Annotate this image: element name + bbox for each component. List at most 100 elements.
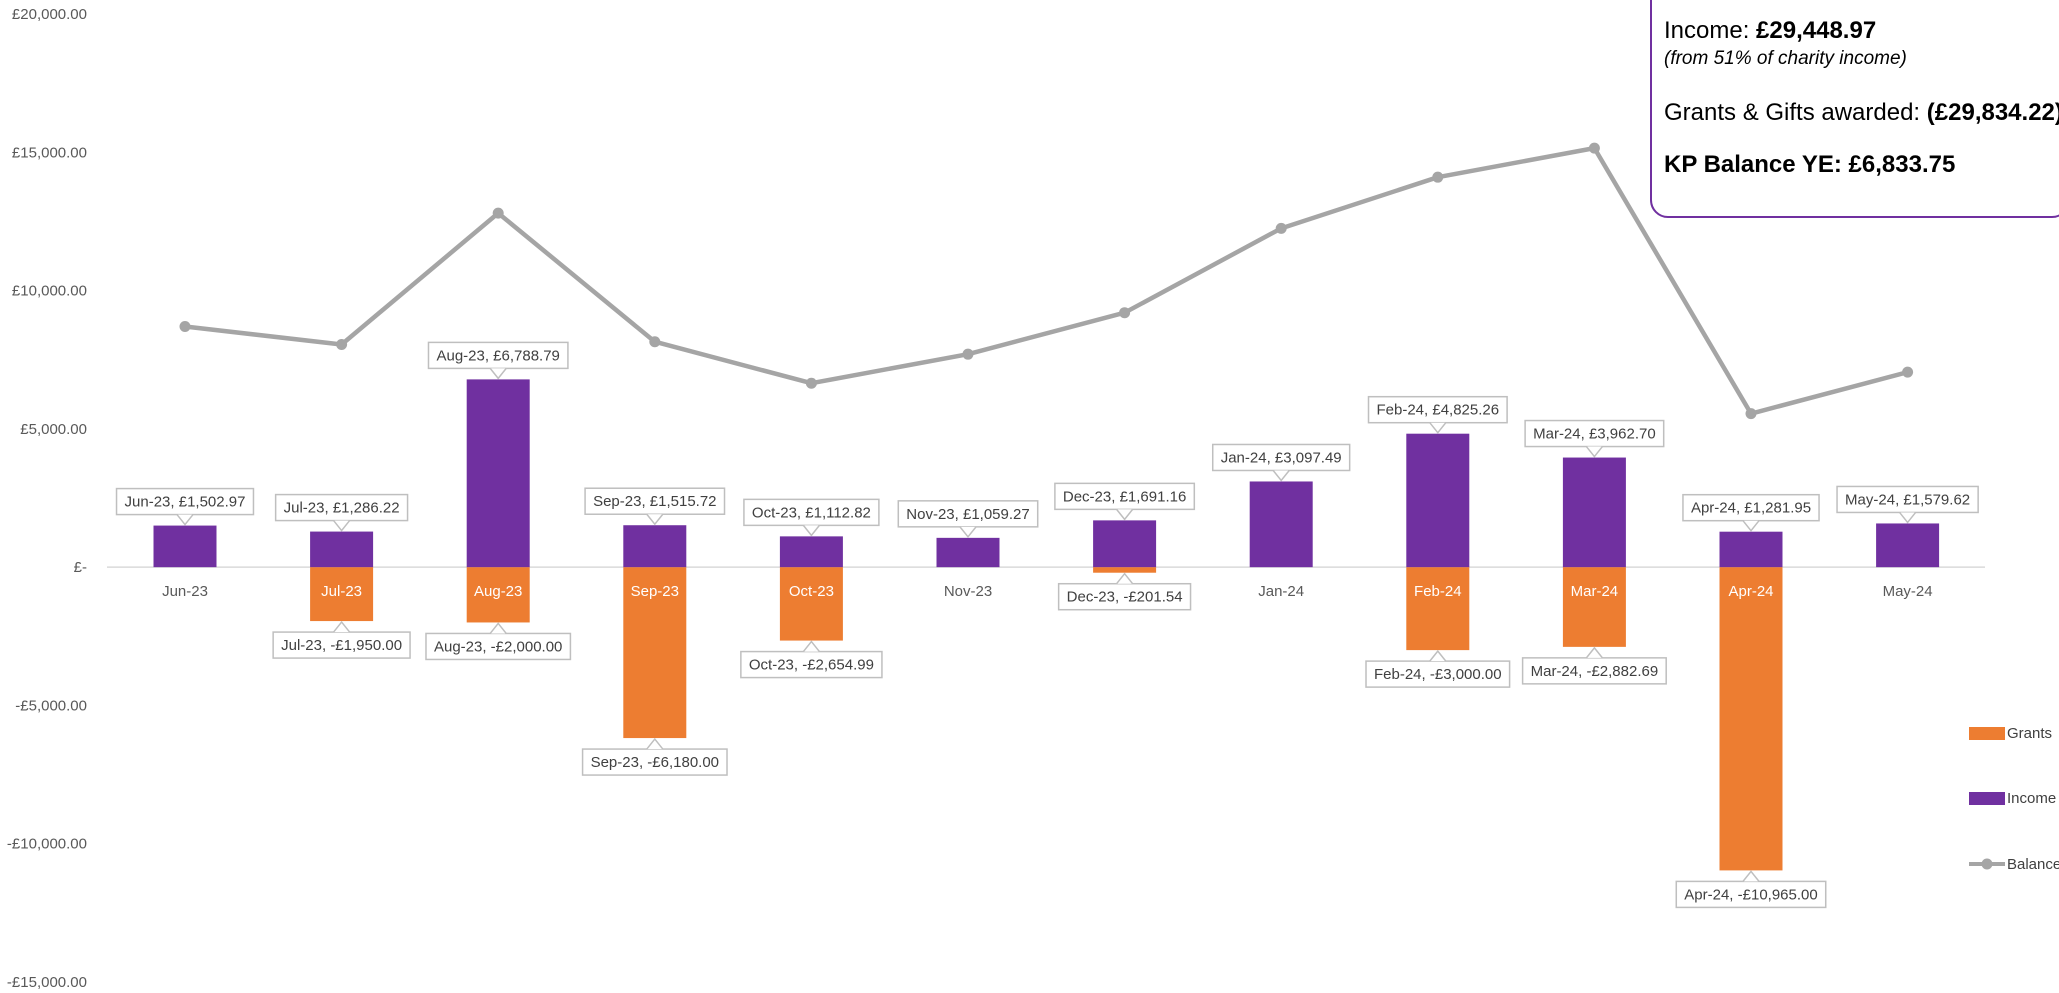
grant-bar xyxy=(466,567,530,623)
y-tick-label: £- xyxy=(74,559,87,576)
grant-bar xyxy=(1406,567,1470,651)
data-label-pointer xyxy=(1429,649,1447,662)
data-label-text: Sep-23, £1,515.72 xyxy=(593,493,716,510)
data-label-box xyxy=(1521,657,1667,685)
balance-line xyxy=(184,145,1909,416)
data-label-text: Feb-24, -£3,000.00 xyxy=(1374,666,1502,683)
grant-bar xyxy=(1093,567,1157,573)
data-label-box xyxy=(1365,660,1511,688)
data-labels: Jun-23, £1,502.97 Jul-23, £1,286.22 Aug-23… xyxy=(115,341,1979,909)
x-tick-label: Oct-23 xyxy=(789,583,834,600)
data-label-pointer xyxy=(646,737,664,750)
data-label: Oct-23, £1,112.82 xyxy=(743,498,880,537)
income-bar xyxy=(466,379,530,568)
balance-point xyxy=(336,339,348,351)
data-label-text: Oct-23, -£2,654.99 xyxy=(749,657,874,674)
legend-marker xyxy=(1981,858,1993,870)
x-tick-label: Jan-24 xyxy=(1258,583,1304,600)
data-label-pointer xyxy=(1585,646,1603,659)
grant-bar xyxy=(310,567,374,622)
data-label-box xyxy=(274,493,409,522)
data-label-text: Feb-24, £4,825.26 xyxy=(1377,402,1500,419)
data-label-pointer xyxy=(646,513,664,526)
income-bar xyxy=(1406,433,1470,568)
income-series xyxy=(153,379,1940,568)
income-bar xyxy=(1249,481,1313,568)
legend: Grants Income Balance xyxy=(1969,725,2059,873)
summary-grants-value: (£29,834.22) xyxy=(1926,99,2059,126)
data-label: Oct-23, -£2,654.99 xyxy=(740,640,883,679)
data-label: Apr-24, £1,281.95 xyxy=(1682,493,1820,532)
data-label-box xyxy=(740,650,883,679)
data-label-pointer xyxy=(489,367,507,380)
data-label-box xyxy=(1682,493,1820,522)
data-label-text: Apr-24, £1,281.95 xyxy=(1691,500,1811,517)
data-label-pointer xyxy=(333,520,351,532)
y-tick-label: -£5,000.00 xyxy=(15,697,87,714)
data-label-text: Dec-23, -£201.54 xyxy=(1067,589,1183,606)
data-label-box xyxy=(427,341,569,370)
data-label-text: Mar-24, £3,962.70 xyxy=(1533,426,1656,443)
balance-point xyxy=(492,207,504,219)
data-label-text: Oct-23, £1,112.82 xyxy=(752,504,871,521)
data-label-pointer xyxy=(802,640,820,653)
balance-point xyxy=(1275,222,1287,234)
y-tick-label: £15,000.00 xyxy=(12,144,87,161)
x-tick-label: Jun-23 xyxy=(162,583,208,600)
legend-swatch xyxy=(1969,792,2005,805)
grant-bar xyxy=(1719,567,1783,871)
data-label: Feb-24, -£3,000.00 xyxy=(1365,649,1511,688)
summary-balance: KP Balance YE: £6,833.75 xyxy=(1664,150,2059,180)
data-label-text: Aug-23, -£2,000.00 xyxy=(434,638,562,655)
data-label-box xyxy=(1057,582,1192,611)
data-label-text: Nov-23, £1,059.27 xyxy=(906,506,1029,523)
income-bar xyxy=(1719,531,1783,568)
data-label: Jan-24, £3,097.49 xyxy=(1211,443,1351,482)
y-axis: £20,000.00 £15,000.00 £10,000.00 £5,000.00 £… xyxy=(7,6,87,991)
data-label-pointer xyxy=(1585,446,1603,458)
grant-bar xyxy=(779,567,843,641)
grants-series xyxy=(310,567,1783,871)
data-label-box xyxy=(1054,482,1196,511)
legend-label: Income xyxy=(2007,790,2056,807)
balance-series xyxy=(179,142,1914,420)
income-bar xyxy=(1093,520,1157,568)
data-label-pointer xyxy=(176,514,194,526)
data-label-text: Apr-24, -£10,965.00 xyxy=(1684,886,1817,903)
data-label: Dec-23, £1,691.16 xyxy=(1054,482,1196,521)
x-tick-label: Sep-23 xyxy=(631,583,679,600)
data-label-pointer xyxy=(1116,572,1134,585)
data-label-pointer xyxy=(959,526,977,539)
data-label: May-24, £1,579.62 xyxy=(1836,485,1979,524)
summary-income: Income: £29,448.97 xyxy=(1664,16,2059,46)
balance-point xyxy=(1902,366,1914,378)
data-label: Jul-23, £1,286.22 xyxy=(274,493,409,532)
summary-balance-text: KP Balance YE: £6,833.75 xyxy=(1664,151,1956,178)
data-label-box xyxy=(1524,419,1665,448)
income-bar xyxy=(936,537,1000,568)
data-label-text: Jul-23, £1,286.22 xyxy=(284,500,400,517)
balance-point xyxy=(805,377,817,389)
y-tick-label: £5,000.00 xyxy=(20,421,87,438)
data-label: Sep-23, £1,515.72 xyxy=(584,487,726,526)
income-bar xyxy=(1876,523,1940,568)
data-label-pointer xyxy=(1742,870,1760,882)
y-tick-label: £10,000.00 xyxy=(12,283,87,300)
balance-point xyxy=(179,321,191,333)
data-label-pointer xyxy=(1429,422,1447,434)
data-label-text: Aug-23, £6,788.79 xyxy=(436,347,559,364)
legend-swatch xyxy=(1969,727,2005,740)
income-bar xyxy=(623,525,687,568)
data-label-pointer xyxy=(333,620,351,633)
x-tick-label: Feb-24 xyxy=(1414,583,1462,600)
balance-point xyxy=(649,336,661,348)
income-bar xyxy=(1562,457,1626,568)
data-label-text: Jan-24, £3,097.49 xyxy=(1221,449,1342,466)
summary-grants: Grants & Gifts awarded: (£29,834.22) xyxy=(1664,98,2059,128)
data-label: Jun-23, £1,502.97 xyxy=(115,487,255,526)
summary-income-note: (from 51% of charity income) xyxy=(1664,48,1907,69)
data-label-box xyxy=(897,500,1039,528)
data-label-box xyxy=(115,487,255,516)
data-label: Dec-23, -£201.54 xyxy=(1057,572,1192,611)
